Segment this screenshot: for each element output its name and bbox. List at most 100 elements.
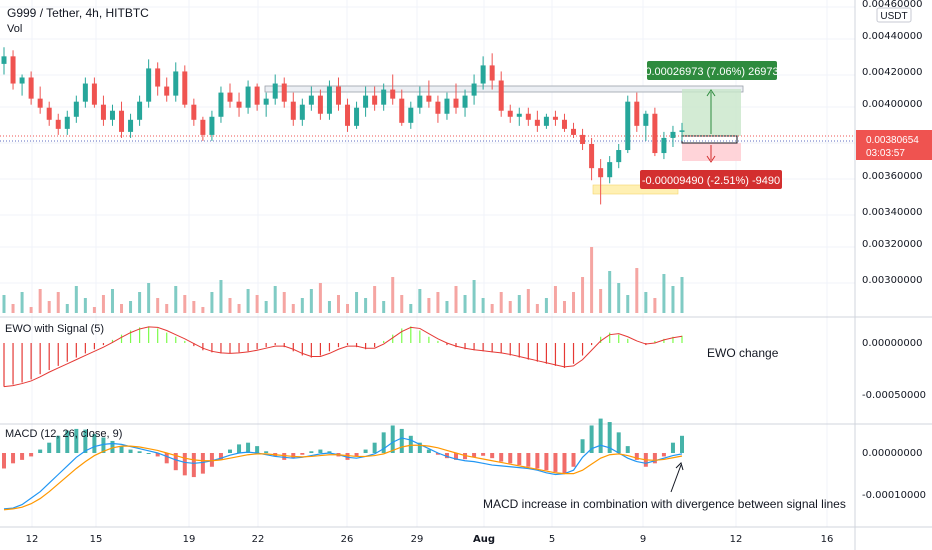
macd-title: MACD (12, 26, close, 9) bbox=[5, 428, 122, 440]
profit-arrowhead bbox=[706, 89, 716, 97]
price-axis[interactable]: 0.00460000 0.00440000 0.00420000 0.00400… bbox=[862, 0, 922, 286]
macd-histogram-bar bbox=[146, 453, 151, 454]
candle-body bbox=[254, 86, 260, 105]
profit-label-bg[interactable] bbox=[647, 61, 777, 80]
macd-histogram-bar bbox=[481, 453, 486, 456]
ewo-axis[interactable]: 0.00000000 -0.00050000 bbox=[862, 338, 926, 401]
volume-bar bbox=[219, 280, 223, 313]
volume-bar bbox=[174, 286, 178, 313]
price-tick: 0.00400000 bbox=[862, 99, 922, 110]
macd-histogram-bar bbox=[535, 453, 540, 469]
volume-bar bbox=[11, 304, 15, 313]
macd-lines[interactable] bbox=[3, 437, 683, 511]
volume-bar bbox=[74, 286, 78, 313]
current-price-value: 0.00380654 bbox=[866, 135, 919, 146]
annotation-arrow bbox=[670, 464, 682, 493]
volume-bar bbox=[680, 277, 684, 313]
price-tick: 0.00300000 bbox=[862, 275, 922, 286]
bar-countdown: 03:03:57 bbox=[866, 148, 905, 159]
macd-histogram[interactable] bbox=[2, 418, 684, 478]
candle-body bbox=[543, 116, 549, 126]
support-zone[interactable] bbox=[592, 184, 679, 195]
candle-body bbox=[10, 56, 16, 84]
volume-bar bbox=[544, 298, 548, 313]
volume-bar bbox=[671, 286, 675, 313]
currency-button[interactable] bbox=[876, 7, 912, 23]
loss-label-bg[interactable] bbox=[640, 170, 782, 189]
macd-histogram-bar bbox=[399, 428, 404, 453]
candle-body bbox=[290, 101, 296, 120]
candle-body bbox=[453, 98, 459, 108]
candle-body bbox=[37, 98, 43, 108]
ewo-tick: -0.00050000 bbox=[862, 390, 926, 401]
chart-title: G999 / Tether, 4h, HITBTC bbox=[7, 6, 149, 20]
macd-histogram-bar bbox=[209, 453, 214, 467]
macd-histogram-bar bbox=[544, 453, 549, 471]
volume-bar bbox=[490, 304, 494, 313]
volume-bar bbox=[183, 295, 187, 313]
candle-body bbox=[616, 150, 622, 163]
volume-bar bbox=[20, 292, 24, 313]
candle-body bbox=[399, 98, 405, 123]
volume-bar bbox=[382, 301, 386, 313]
macd-histogram-bar bbox=[155, 453, 160, 457]
price-tick: 0.00460000 bbox=[862, 0, 922, 10]
candle-body bbox=[308, 95, 314, 105]
candle-body bbox=[507, 110, 513, 117]
currency-button-label: USDT bbox=[880, 11, 907, 22]
macd-histogram-bar bbox=[309, 451, 314, 453]
macd-histogram-bar bbox=[164, 453, 169, 464]
position-entry-box[interactable] bbox=[681, 135, 738, 144]
time-tick: 5 bbox=[549, 534, 555, 545]
candle-body bbox=[281, 83, 287, 102]
candle-body bbox=[28, 77, 34, 99]
macd-histogram-bar bbox=[652, 453, 657, 464]
time-axis[interactable]: 12 15 19 22 26 29 Aug 5 9 12 16 bbox=[26, 534, 834, 545]
volume-bar bbox=[355, 292, 359, 313]
volume-bar bbox=[635, 268, 639, 313]
macd-histogram-bar bbox=[218, 453, 223, 460]
candle-body bbox=[119, 110, 125, 132]
current-price-tag[interactable] bbox=[856, 130, 932, 160]
candle-body bbox=[652, 113, 658, 154]
candle-body bbox=[561, 119, 567, 129]
volume-bar bbox=[300, 298, 304, 313]
macd-histogram-bar bbox=[29, 453, 34, 457]
candle-body bbox=[381, 89, 387, 105]
volume-bar bbox=[535, 304, 539, 313]
time-tick: 9 bbox=[640, 534, 646, 545]
candle-body bbox=[146, 68, 152, 102]
macd-histogram-bar bbox=[363, 449, 368, 453]
volume-bar bbox=[237, 304, 241, 313]
volume-bar bbox=[373, 286, 377, 313]
ewo-histogram[interactable] bbox=[3, 326, 683, 388]
volume-bar bbox=[644, 292, 648, 313]
macd-histogram-bar bbox=[291, 453, 296, 459]
macd-histogram-bar bbox=[228, 449, 232, 453]
macd-histogram-bar bbox=[246, 442, 251, 453]
macd-histogram-bar bbox=[580, 439, 585, 453]
candle-body bbox=[200, 119, 206, 135]
macd-histogram-bar bbox=[65, 430, 70, 453]
candles[interactable] bbox=[1, 47, 685, 205]
macd-tick: 0.00000000 bbox=[862, 448, 922, 459]
candle-body bbox=[109, 110, 115, 120]
macd-histogram-bar bbox=[182, 453, 187, 476]
candle-body bbox=[227, 92, 233, 102]
volume-bar bbox=[608, 271, 612, 313]
resistance-zone[interactable] bbox=[264, 85, 744, 93]
volume-bar bbox=[120, 304, 124, 313]
candle-body bbox=[426, 95, 432, 102]
macd-axis[interactable]: 0.00000000 -0.00010000 bbox=[862, 448, 926, 501]
candle-body bbox=[571, 128, 577, 135]
volume-bar bbox=[481, 298, 485, 313]
macd-histogram-bar bbox=[2, 453, 6, 469]
macd-histogram-bar bbox=[634, 453, 639, 460]
candle-body bbox=[164, 86, 170, 96]
time-tick: 15 bbox=[90, 534, 103, 545]
macd-histogram-bar bbox=[354, 453, 359, 457]
macd-histogram-bar bbox=[661, 453, 666, 457]
candle-body bbox=[46, 107, 52, 120]
ewo-title: EWO with Signal (5) bbox=[5, 323, 104, 335]
